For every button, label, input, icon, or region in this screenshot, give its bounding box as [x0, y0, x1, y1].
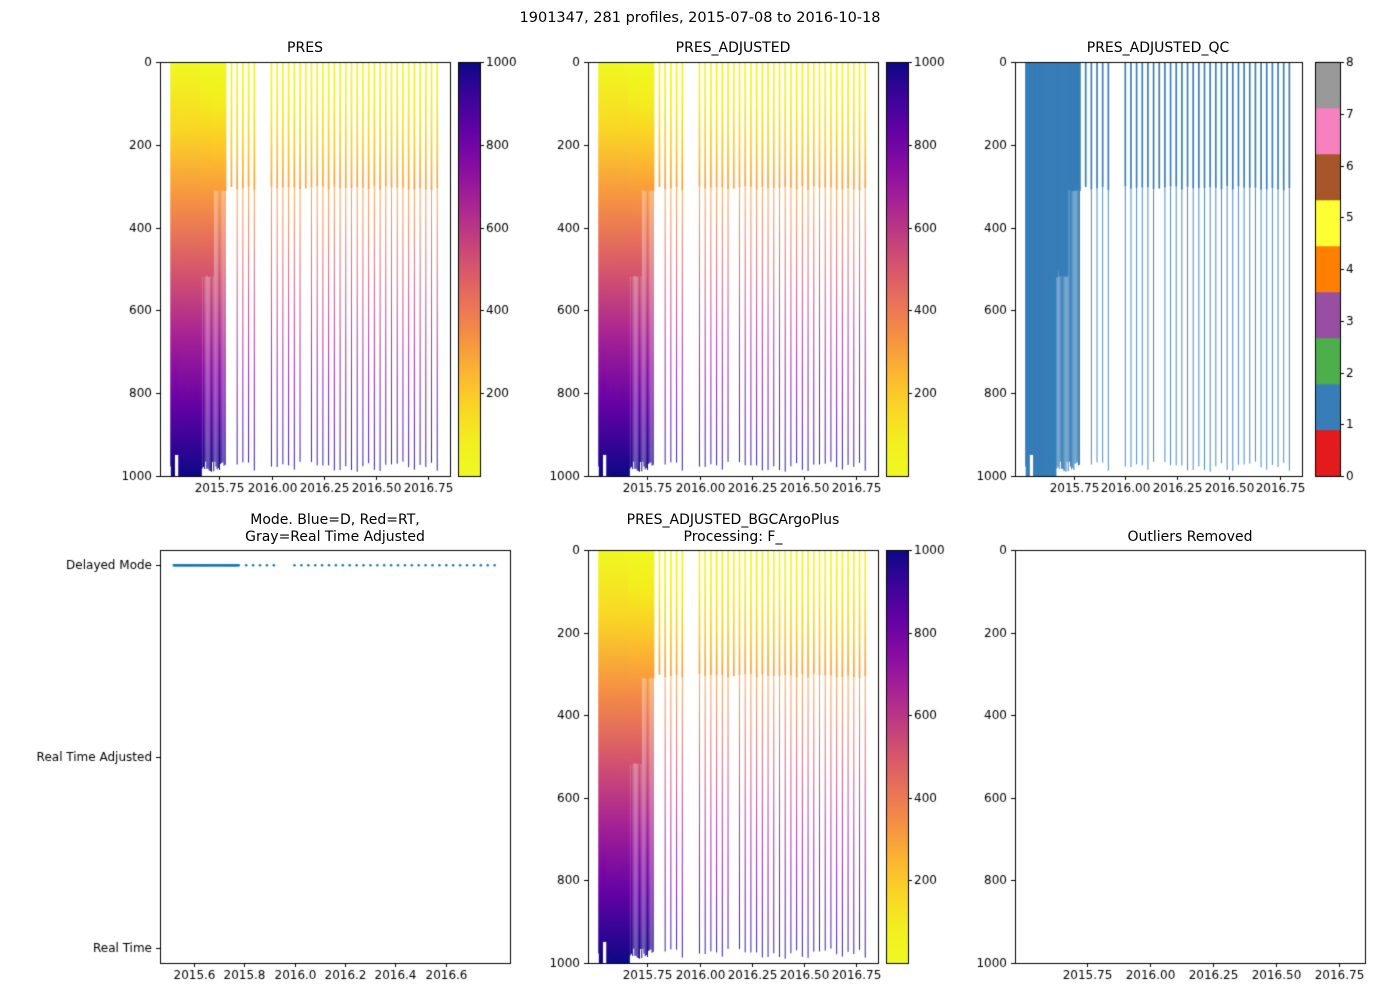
figure-title: 1901347, 281 profiles, 2015-07-08 to 201… [519, 10, 881, 26]
subplot-title-bgc: PRES_ADJUSTED_BGCArgoPlus Processing: F_ [626, 512, 840, 546]
subplot-title-mode: Mode. Blue=D, Red=RT, Gray=Real Time Adj… [245, 512, 425, 546]
subplot-title-pres-adjusted: PRES_ADJUSTED [675, 40, 791, 56]
subplot-title-pres-adjusted-qc: PRES_ADJUSTED_QC [1086, 40, 1230, 56]
subplot-title-outliers: Outliers Removed [1127, 529, 1253, 545]
subplot-title-pres: PRES [287, 40, 323, 56]
